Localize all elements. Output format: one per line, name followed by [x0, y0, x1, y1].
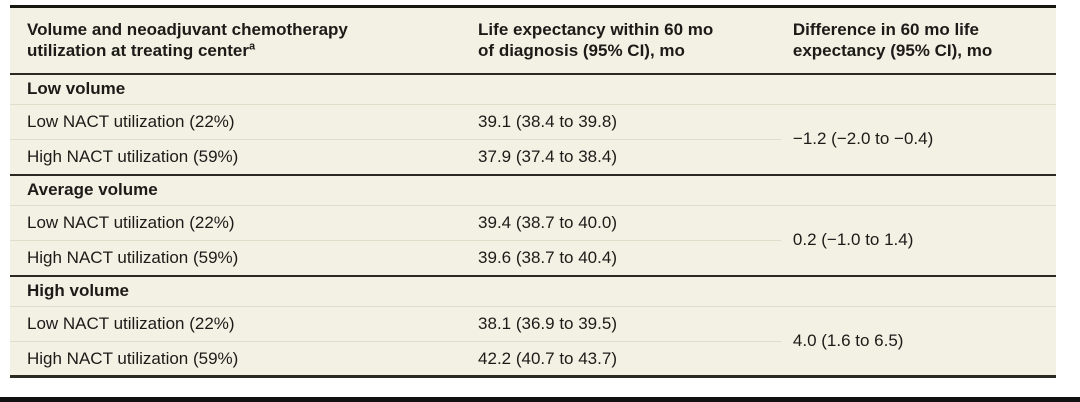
- section-header-row: High volume: [10, 274, 1056, 307]
- section-low-volume: Low volume Low NACT utilization (22%) 39…: [10, 72, 1056, 175]
- life-expectancy-value: 39.1 (38.4 to 39.8): [478, 112, 617, 131]
- column-header-life-expectancy: Life expectancy within 60 mo of diagnosi…: [466, 6, 781, 75]
- difference-value: −1.2 (−2.0 to −0.4): [792, 129, 934, 149]
- row-label: High NACT utilization (59%): [10, 341, 467, 377]
- life-expectancy-value: 39.4 (38.7 to 40.0): [478, 213, 617, 232]
- life-expectancy-value: 39.6 (38.7 to 40.4): [466, 240, 781, 276]
- page-bottom-rule: [0, 397, 1080, 402]
- table-row: High NACT utilization (59%) 39.6 (38.7 t…: [10, 240, 1056, 276]
- section-high-volume: High volume Low NACT utilization (22%) 3…: [10, 274, 1056, 377]
- section-header-row: Low volume: [10, 72, 1056, 105]
- difference-value: 4.0 (1.6 to 6.5): [792, 331, 904, 350]
- table-figure: Volume and neoadjuvant chemotherapy util…: [10, 5, 1056, 378]
- row-label: Low NACT utilization (22%): [27, 213, 235, 232]
- life-expectancy-value: 42.2 (40.7 to 43.7): [466, 341, 781, 377]
- row-label: Low NACT utilization (22%): [27, 314, 235, 333]
- row-label: High NACT utilization (59%): [10, 139, 467, 175]
- table-row: High NACT utilization (59%) 37.9 (37.4 t…: [10, 139, 1056, 175]
- difference-value: 0.2 (−1.0 to 1.4): [792, 230, 914, 250]
- section-header: Low volume: [10, 72, 1056, 105]
- table-header: Volume and neoadjuvant chemotherapy util…: [10, 6, 1056, 75]
- section-average-volume: Average volume Low NACT utilization (22%…: [10, 173, 1056, 276]
- table-row: Low NACT utilization (22%) 39.1 (38.4 to…: [10, 105, 1056, 148]
- row-label: High NACT utilization (59%): [10, 240, 467, 276]
- section-header: High volume: [10, 274, 1056, 307]
- table-row: Low NACT utilization (22%) 39.4 (38.7 to…: [10, 206, 1056, 249]
- row-label: Low NACT utilization (22%): [27, 112, 235, 131]
- life-expectancy-value: 38.1 (36.9 to 39.5): [478, 314, 617, 333]
- table-row: High NACT utilization (59%) 42.2 (40.7 t…: [10, 341, 1056, 377]
- section-header: Average volume: [10, 173, 1056, 206]
- column-header-volume-nact: Volume and neoadjuvant chemotherapy util…: [10, 6, 467, 75]
- column-header-difference: Difference in 60 mo life expectancy (95%…: [780, 6, 1056, 75]
- life-expectancy-table: Volume and neoadjuvant chemotherapy util…: [10, 5, 1056, 378]
- life-expectancy-value: 37.9 (37.4 to 38.4): [466, 139, 781, 175]
- table-row: Low NACT utilization (22%) 38.1 (36.9 to…: [10, 307, 1056, 350]
- column-header-volume-nact-label: Volume and neoadjuvant chemotherapy util…: [27, 20, 348, 61]
- footnote-marker: a: [248, 40, 256, 53]
- section-header-row: Average volume: [10, 173, 1056, 206]
